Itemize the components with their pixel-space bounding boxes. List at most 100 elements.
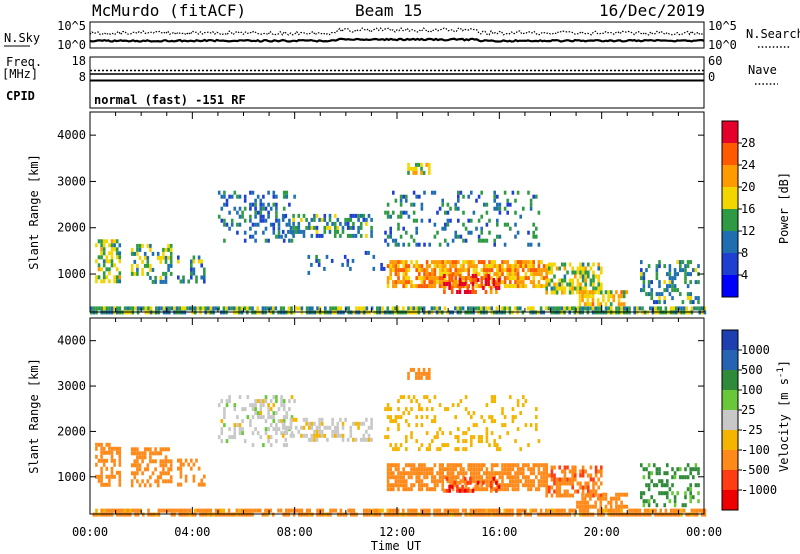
heatmap-cell [227, 306, 231, 311]
heatmap-cell [462, 439, 465, 444]
heatmap-cell [483, 268, 486, 273]
heatmap-cell [433, 284, 437, 289]
heatmap-cell [412, 463, 416, 468]
heatmap-cell [305, 433, 308, 438]
heatmap-cell [118, 279, 122, 284]
heatmap-cell [649, 306, 652, 311]
heatmap-cell [496, 447, 499, 452]
heatmap-cell [365, 417, 368, 422]
heatmap-cell [262, 202, 265, 207]
heatmap-cell [480, 479, 483, 484]
heatmap-cell [341, 421, 345, 426]
heatmap-cell [425, 276, 429, 281]
heatmap-cell [362, 433, 366, 438]
heatmap-cell [203, 279, 206, 284]
heatmap-cell [318, 417, 321, 422]
heatmap-cell [522, 264, 525, 269]
heatmap-cell [527, 467, 530, 472]
heatmap-cell [574, 270, 577, 275]
heatmap-cell [663, 300, 666, 305]
heatmap-cell [181, 306, 184, 311]
heatmap-cell [134, 512, 137, 517]
heatmap-cell [516, 463, 520, 468]
heatmap-cell [346, 217, 350, 222]
heatmap-cell [484, 290, 488, 294]
heatmap-cell [545, 276, 548, 281]
heatmap-cell [459, 467, 463, 472]
heatmap-cell [136, 251, 139, 256]
heatmap-cell [467, 218, 470, 223]
heatmap-cell [233, 431, 237, 436]
heatmap-cell [454, 512, 457, 517]
heatmap-cell [509, 264, 512, 269]
heatmap-cell [391, 512, 395, 517]
heatmap-cell [642, 491, 646, 496]
heatmap-cell [673, 272, 677, 277]
heatmap-cell [692, 268, 695, 273]
heatmap-cell [540, 260, 543, 265]
heatmap-cell [490, 306, 493, 311]
heatmap-cell [420, 276, 424, 281]
heatmap-cell [267, 415, 270, 420]
heatmap-cell [474, 278, 477, 282]
heatmap-cell [485, 238, 489, 243]
freq-panel-frame [89, 56, 705, 81]
heatmap-cell [493, 512, 496, 517]
heatmap-cell [464, 276, 468, 281]
heatmap-cell [509, 226, 512, 231]
heatmap-cell [480, 226, 483, 231]
heatmap-cell [550, 270, 554, 275]
velocity-heatmap-cells [92, 367, 707, 517]
heatmap-cell [267, 435, 270, 440]
heatmap-cell [501, 280, 504, 285]
heatmap-cell [581, 274, 585, 279]
heatmap-cell [179, 482, 183, 487]
heatmap-cell [450, 290, 454, 294]
heatmap-cell [315, 429, 319, 434]
heatmap-cell [454, 306, 457, 311]
heatmap-cell [290, 238, 294, 243]
heatmap-cell [394, 272, 398, 277]
heatmap-cell [217, 306, 220, 311]
heatmap-cell [578, 290, 582, 295]
heatmap-cell [262, 194, 265, 199]
heatmap-cell [487, 282, 490, 286]
heatmap-cell [136, 508, 140, 513]
heatmap-cell [558, 266, 561, 271]
heatmap-cell [133, 463, 137, 468]
heatmap-cell [542, 467, 546, 472]
heatmap-cell [498, 487, 502, 492]
heatmap-cell [199, 306, 202, 311]
heatmap-cell [386, 264, 390, 269]
heatmap-cell [545, 290, 548, 295]
heatmap-cell [655, 276, 659, 281]
heatmap-cell [394, 447, 398, 452]
heatmap-cell [599, 496, 603, 501]
heatmap-cell [467, 276, 470, 281]
heatmap-cell [599, 508, 603, 513]
heatmap-cell [446, 467, 450, 472]
heatmap-cell [363, 306, 366, 311]
heatmap-cell [275, 395, 278, 400]
heatmap-cell [451, 264, 455, 269]
heatmap-cell [407, 423, 411, 428]
heatmap-cell [423, 475, 426, 480]
heatmap-cell [410, 471, 413, 476]
heatmap-cell [681, 268, 685, 273]
heatmap-cell [454, 415, 457, 420]
heatmap-cell [346, 258, 350, 263]
heatmap-cell [472, 435, 476, 440]
freq-left-tick-bottom: 8 [79, 70, 86, 84]
heatmap-cell [514, 415, 517, 420]
heatmap-cell [602, 492, 605, 497]
heatmap-cell [477, 284, 481, 289]
heatmap-cell [222, 512, 226, 517]
heatmap-cell [318, 512, 322, 517]
heatmap-cell [461, 484, 464, 489]
heatmap-cell [498, 264, 502, 269]
heatmap-cell [305, 217, 308, 222]
heatmap-cell [100, 306, 103, 311]
heatmap-cell [498, 435, 502, 440]
heatmap-cell [417, 371, 421, 376]
